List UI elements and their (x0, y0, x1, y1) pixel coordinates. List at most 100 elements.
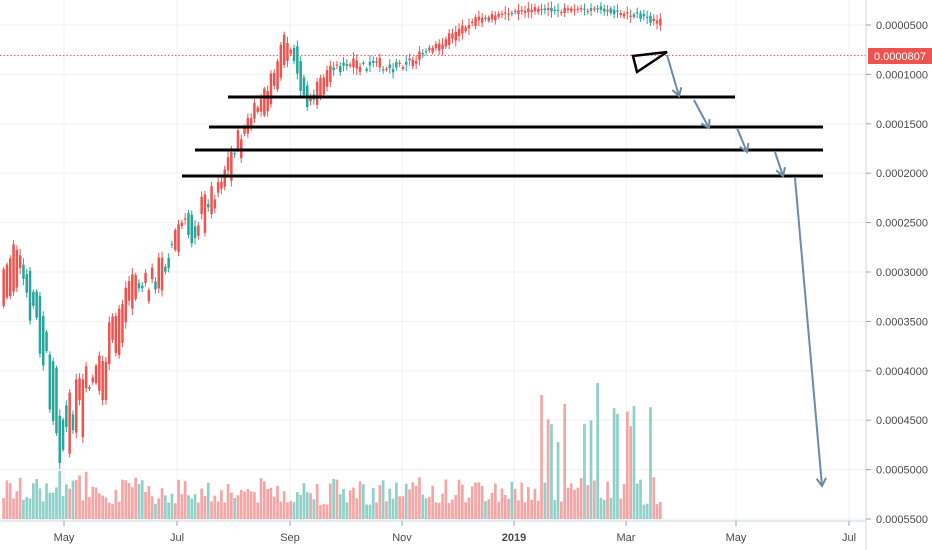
volume-bar (517, 500, 520, 519)
candle-body (513, 10, 517, 13)
candle-body (570, 8, 573, 12)
candle-body (533, 6, 537, 12)
candle-body (197, 225, 200, 236)
drawings (182, 50, 827, 488)
projection-arrow (693, 99, 710, 129)
candle-body (127, 280, 131, 301)
candle-body (121, 304, 124, 343)
candle-body (111, 316, 114, 340)
candle-body (560, 12, 563, 14)
candle-body (28, 270, 32, 321)
candle-body (649, 15, 652, 23)
volume-bar (137, 483, 141, 519)
candle-body (408, 58, 411, 61)
candle-body (150, 267, 154, 280)
projection-arrow-head (775, 167, 787, 178)
candle-body (263, 88, 266, 116)
volume-bar (187, 495, 190, 519)
candle-body (345, 63, 349, 66)
volume-bar (154, 504, 157, 519)
candle-body (563, 7, 566, 13)
time-tick-label: May (54, 532, 75, 544)
candle-body (368, 61, 372, 66)
candle-body (216, 182, 220, 193)
volume-bar (596, 383, 599, 519)
candle-body (444, 39, 448, 47)
candle-body (385, 68, 388, 70)
volume-bar (437, 502, 441, 519)
candle-body (457, 28, 461, 36)
volume-bar (612, 408, 616, 519)
volume-bar (467, 497, 471, 519)
volume-bar (94, 487, 98, 519)
candle-body (497, 13, 500, 17)
projection-arrow-head (671, 87, 683, 98)
volume-bar (28, 498, 32, 519)
volume-bar (470, 486, 474, 519)
candle-body (157, 257, 160, 289)
volume-bar (203, 496, 207, 519)
volume-bar (312, 499, 316, 519)
volume-bar (487, 499, 491, 519)
candle-body (81, 379, 85, 438)
candle-body (461, 25, 464, 34)
candle-body (55, 368, 58, 434)
volume-bar (365, 504, 368, 519)
volume-bar (269, 487, 273, 519)
volume-bar (190, 498, 194, 519)
candle-body (210, 186, 213, 215)
volume-bars (2, 383, 662, 519)
candle-body (401, 67, 405, 69)
volume-bar (134, 477, 137, 519)
volume-bar (424, 498, 428, 519)
volume-bar (454, 495, 458, 519)
time-axis: May Jul Sep Nov 2019 Mar May Jul (54, 521, 856, 544)
candle-body (187, 213, 190, 235)
volume-bar (193, 494, 197, 519)
candle-body (632, 14, 636, 17)
volume-bar (418, 477, 421, 519)
price-tick-label: 0.0004000 (876, 366, 928, 378)
candle-body (583, 8, 586, 11)
candle-body (645, 16, 649, 19)
candle-body (589, 8, 593, 11)
candle-body (167, 257, 170, 268)
time-tick-label: Mar (617, 532, 636, 544)
candle-body (75, 379, 78, 433)
candle-body (593, 8, 596, 10)
candle-body (18, 255, 22, 269)
volume-bar (497, 501, 500, 519)
volume-bar (272, 496, 276, 519)
candle-body (480, 17, 484, 23)
volume-bar (246, 489, 250, 519)
volume-bar (553, 500, 557, 519)
candle-body (319, 77, 322, 97)
volume-bar (540, 394, 543, 519)
volume-bar (513, 488, 517, 519)
candlesticks (2, 1, 662, 470)
volume-bar (606, 481, 609, 519)
volume-bar (569, 483, 573, 519)
volume-bar (599, 498, 603, 519)
candle-body (372, 60, 375, 63)
volume-bar (276, 485, 279, 519)
projection-arrow (666, 54, 680, 97)
candle-body (256, 107, 259, 112)
volume-bar (589, 420, 593, 519)
projection-arrow (774, 151, 784, 177)
volume-bar (12, 498, 15, 519)
volume-bar (8, 483, 12, 519)
candle-body (622, 13, 626, 17)
candle-body (424, 51, 428, 53)
candle-body (553, 9, 556, 11)
volume-bar (520, 482, 524, 519)
candle-body (375, 61, 378, 63)
candle-body (530, 9, 533, 13)
volume-bar (38, 488, 42, 519)
volume-bar (206, 482, 210, 519)
candle-body (282, 34, 286, 65)
volume-bar (282, 491, 286, 519)
volume-bar (576, 487, 580, 519)
volume-bar (249, 491, 253, 519)
candle-body (117, 308, 121, 355)
